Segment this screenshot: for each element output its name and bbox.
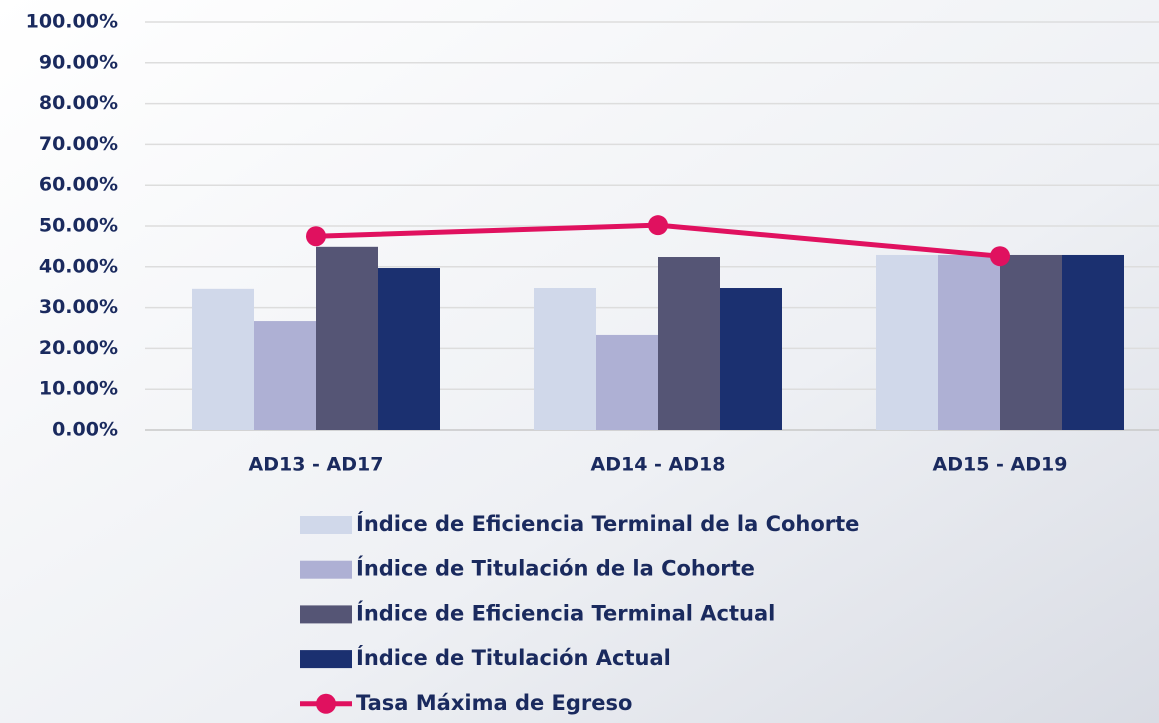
y-tick-label: 20.00% bbox=[39, 337, 118, 359]
bar bbox=[316, 246, 378, 430]
bar bbox=[938, 254, 1000, 430]
y-tick-label: 100.00% bbox=[26, 11, 118, 33]
bar bbox=[596, 334, 658, 430]
y-tick-label: 90.00% bbox=[39, 51, 118, 73]
y-tick-label: 30.00% bbox=[39, 296, 118, 318]
bar bbox=[1000, 254, 1062, 430]
y-tick-label: 80.00% bbox=[39, 92, 118, 114]
bar bbox=[254, 321, 316, 430]
bar bbox=[876, 254, 938, 430]
bar bbox=[192, 288, 254, 430]
line-point bbox=[648, 215, 668, 236]
y-tick-label: 10.00% bbox=[39, 378, 118, 400]
legend: Índice de Eficiencia Terminal de la Coho… bbox=[300, 511, 859, 715]
y-tick-label: 0.00% bbox=[52, 419, 118, 441]
x-tick-label: AD14 - AD18 bbox=[591, 454, 726, 476]
legend-swatch bbox=[316, 693, 336, 714]
bar bbox=[658, 257, 720, 430]
bar bbox=[720, 288, 782, 430]
legend-swatch bbox=[300, 605, 352, 624]
legend-label: Tasa Máxima de Egreso bbox=[356, 691, 632, 715]
y-tick-label: 60.00% bbox=[39, 174, 118, 196]
x-tick-label: AD13 - AD17 bbox=[249, 454, 384, 476]
legend-label: Índice de Eficiencia Terminal Actual bbox=[356, 600, 775, 625]
bar bbox=[534, 288, 596, 430]
legend-swatch bbox=[300, 516, 352, 534]
legend-label: Índice de Titulación Actual bbox=[356, 645, 671, 670]
bar bbox=[378, 268, 440, 430]
legend-swatch bbox=[300, 650, 352, 669]
y-tick-label: 50.00% bbox=[39, 215, 118, 237]
legend-label: Índice de Titulación de la Cohorte bbox=[356, 556, 755, 581]
y-tick-label: 70.00% bbox=[39, 133, 118, 155]
y-tick-label: 40.00% bbox=[39, 255, 118, 277]
line-point bbox=[990, 246, 1010, 267]
line-point bbox=[306, 226, 326, 247]
legend-label: Índice de Eficiencia Terminal de la Coho… bbox=[356, 511, 859, 536]
bar bbox=[1062, 254, 1124, 430]
legend-swatch bbox=[300, 560, 352, 579]
x-tick-label: AD15 - AD19 bbox=[933, 454, 1068, 476]
